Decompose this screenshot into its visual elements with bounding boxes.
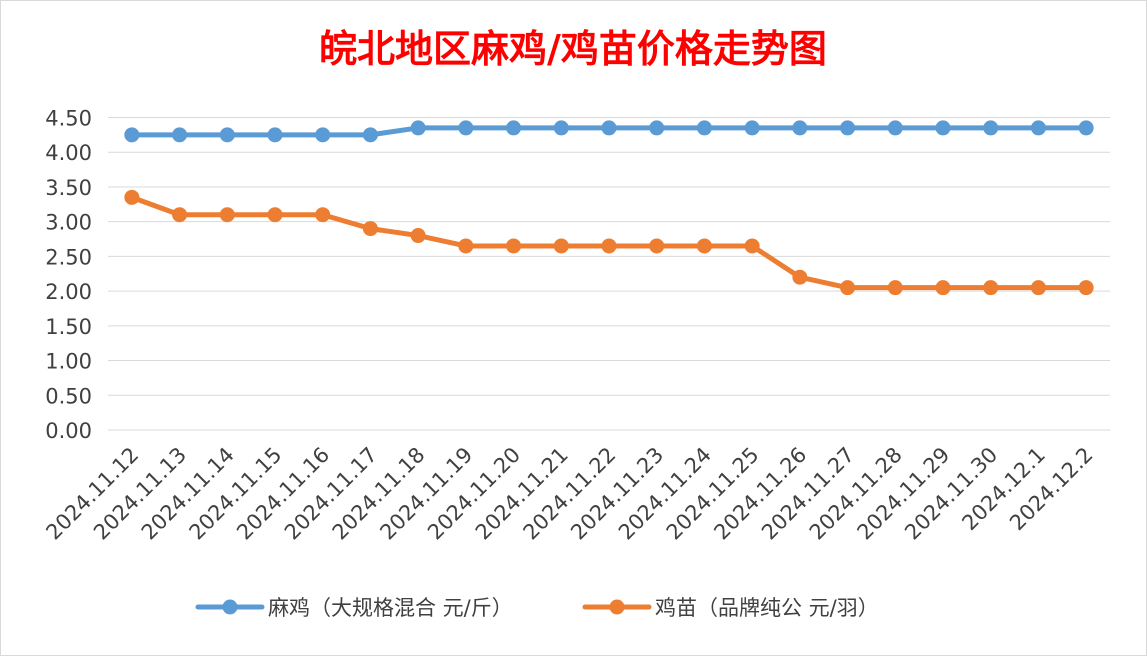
y-tick-label: 4.50 bbox=[45, 107, 92, 131]
data-point-1-0 bbox=[124, 189, 140, 205]
data-point-1-17 bbox=[935, 280, 951, 296]
data-point-1-10 bbox=[601, 238, 617, 254]
data-point-0-20 bbox=[1078, 120, 1094, 136]
y-tick-label: 1.00 bbox=[45, 350, 92, 374]
data-point-1-13 bbox=[744, 238, 760, 254]
data-point-1-7 bbox=[458, 238, 474, 254]
gridlines bbox=[108, 117, 1110, 431]
legend-label-0: 麻鸡（大规格混合 元/斤） bbox=[268, 596, 513, 620]
data-point-0-1 bbox=[172, 127, 188, 143]
data-point-0-12 bbox=[696, 120, 712, 136]
data-point-1-2 bbox=[219, 207, 235, 223]
y-tick-label: 2.00 bbox=[45, 280, 92, 304]
y-tick-label: 0.00 bbox=[45, 419, 92, 443]
x-axis-labels: 2024.11.122024.11.132024.11.142024.11.15… bbox=[41, 443, 1097, 545]
data-point-1-4 bbox=[315, 207, 331, 223]
y-tick-label: 3.00 bbox=[45, 211, 92, 235]
data-point-1-1 bbox=[172, 207, 188, 223]
data-point-0-9 bbox=[553, 120, 569, 136]
data-point-0-15 bbox=[840, 120, 856, 136]
data-point-0-16 bbox=[887, 120, 903, 136]
data-point-0-19 bbox=[1030, 120, 1046, 136]
data-point-0-0 bbox=[124, 127, 140, 143]
data-point-0-11 bbox=[649, 120, 665, 136]
data-point-0-7 bbox=[458, 120, 474, 136]
data-point-0-4 bbox=[315, 127, 331, 143]
data-point-0-17 bbox=[935, 120, 951, 136]
legend-marker-0 bbox=[222, 599, 238, 615]
data-point-1-8 bbox=[506, 238, 522, 254]
plot-area bbox=[124, 120, 1094, 296]
legend-label-1: 鸡苗（品牌纯公 元/羽） bbox=[655, 596, 879, 620]
data-point-1-6 bbox=[410, 228, 426, 244]
data-point-0-3 bbox=[267, 127, 283, 143]
y-axis-labels: 0.00 0.50 1.00 1.50 2.00 2.50 3.00 3.50 4.00 4.50 bbox=[45, 107, 92, 444]
y-tick-label: 0.50 bbox=[45, 384, 92, 408]
data-point-1-3 bbox=[267, 207, 283, 223]
y-tick-label: 4.00 bbox=[45, 141, 92, 165]
data-point-1-9 bbox=[553, 238, 569, 254]
data-point-0-10 bbox=[601, 120, 617, 136]
data-point-0-18 bbox=[983, 120, 999, 136]
data-point-0-14 bbox=[792, 120, 808, 136]
data-point-0-2 bbox=[219, 127, 235, 143]
data-point-1-20 bbox=[1078, 280, 1094, 296]
legend: 麻鸡（大规格混合 元/斤） 鸡苗（品牌纯公 元/羽） bbox=[195, 596, 879, 620]
y-tick-label: 2.50 bbox=[45, 245, 92, 269]
data-point-0-6 bbox=[410, 120, 426, 136]
data-point-1-16 bbox=[887, 280, 903, 296]
data-point-1-18 bbox=[983, 280, 999, 296]
chart-title: 皖北地区麻鸡/鸡苗价格走势图 bbox=[319, 26, 827, 71]
y-tick-label: 3.50 bbox=[45, 176, 92, 200]
data-point-0-5 bbox=[362, 127, 378, 143]
data-point-1-14 bbox=[792, 269, 808, 285]
legend-marker-1 bbox=[609, 599, 625, 615]
data-point-0-13 bbox=[744, 120, 760, 136]
data-point-1-19 bbox=[1030, 280, 1046, 296]
data-point-1-5 bbox=[362, 221, 378, 237]
data-point-1-12 bbox=[696, 238, 712, 254]
y-tick-label: 1.50 bbox=[45, 315, 92, 339]
data-point-1-11 bbox=[649, 238, 665, 254]
data-point-1-15 bbox=[840, 280, 856, 296]
data-point-0-8 bbox=[506, 120, 522, 136]
